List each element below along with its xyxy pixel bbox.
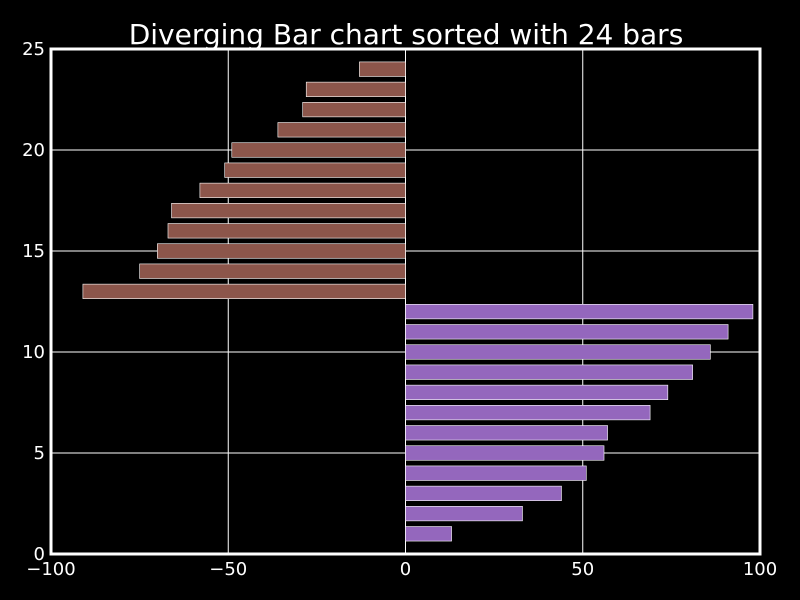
negative-bar — [199, 182, 406, 198]
positive-bar — [405, 485, 562, 501]
y-tick-label: 10 — [22, 342, 45, 363]
x-tick-label: −50 — [209, 559, 247, 580]
positive-bar — [405, 405, 651, 421]
y-tick-labels: 0 5 10 15 20 25 — [22, 39, 45, 565]
negative-bar — [302, 102, 406, 118]
negative-bar — [157, 243, 406, 259]
y-tick-label: 15 — [22, 241, 45, 262]
negative-bar — [82, 283, 406, 299]
positive-bar — [405, 384, 669, 400]
positive-bar — [405, 526, 452, 542]
x-tick-label: 100 — [743, 559, 777, 580]
axes-frame — [49, 47, 762, 556]
negative-bar — [359, 61, 406, 77]
positive-bar — [405, 304, 754, 320]
x-tick-labels: −100 −50 0 50 100 — [26, 559, 777, 580]
y-tick-label: 0 — [34, 544, 45, 565]
positive-bar — [405, 445, 605, 461]
positive-bar — [405, 425, 608, 441]
x-tick-label: 0 — [400, 559, 411, 580]
negative-bar — [231, 142, 406, 158]
y-tick-label: 5 — [34, 443, 45, 464]
negative-bar — [139, 263, 406, 279]
negative-bar — [305, 81, 406, 97]
negative-bar — [171, 203, 406, 219]
positive-bar — [405, 506, 523, 522]
positive-bar — [405, 465, 587, 481]
y-tick-label: 25 — [22, 39, 45, 60]
negative-bar — [224, 162, 406, 178]
positive-bar — [405, 344, 711, 360]
negative-bar — [277, 122, 406, 138]
negative-bar — [167, 223, 406, 239]
bars-layer — [82, 61, 754, 542]
positive-bar — [405, 364, 693, 380]
x-tick-label: −100 — [26, 559, 75, 580]
positive-bar — [405, 324, 729, 340]
y-tick-label: 20 — [22, 140, 45, 161]
chart-title: Diverging Bar chart sorted with 24 bars — [129, 18, 684, 51]
x-tick-label: 50 — [571, 559, 594, 580]
